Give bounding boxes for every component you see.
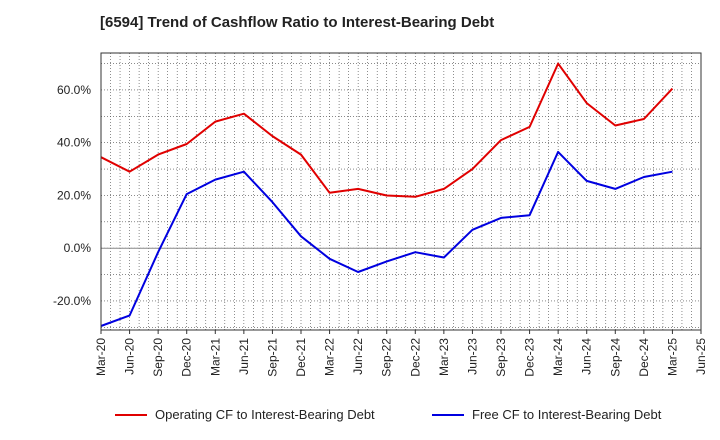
chart-title: [6594] Trend of Cashflow Ratio to Intere… [100,14,495,31]
operating-cf-line [100,62,674,198]
x-tick-label: Mar-25 [665,338,679,376]
y-tick-label: 20.0% [57,188,91,202]
x-tick-label: Jun-24 [580,338,594,375]
legend: Operating CF to Interest-Bearing Debt Fre… [115,407,662,422]
x-tick-label: Sep-24 [608,338,622,377]
legend-operating-cf-label: Operating CF to Interest-Bearing Debt [155,407,375,422]
x-tick-label: Sep-20 [151,338,165,377]
plot-frame [100,52,702,331]
x-tick-label: Mar-23 [437,338,451,376]
x-tick-label: Dec-24 [637,338,651,377]
x-tick-label: Jun-22 [351,338,365,375]
x-tick-label: Sep-23 [494,338,508,377]
y-tick-label: 0.0% [64,241,92,255]
x-tick-label: Sep-21 [265,338,279,377]
series-lines [100,62,674,327]
x-axis-ticks: Mar-20 Jun-20 Sep-20 Dec-20 Mar-21 Jun-21 Sep-… [94,330,708,377]
x-tick-label: Sep-22 [380,338,394,377]
x-tick-label: Jun-21 [237,338,251,375]
x-tick-label: Jun-23 [465,338,479,375]
x-tick-label: Dec-21 [294,338,308,377]
legend-free-cf-label: Free CF to Interest-Bearing Debt [472,407,662,422]
x-tick-label: Dec-22 [408,338,422,377]
y-tick-label: -20.0% [53,294,91,308]
x-tick-label: Dec-23 [523,338,537,377]
x-tick-label: Mar-24 [551,338,565,376]
x-tick-label: Mar-22 [323,338,337,376]
free-cf-line [100,150,673,327]
y-tick-label: 60.0% [57,83,91,97]
x-tick-label: Mar-21 [208,338,222,376]
x-tick-label: Jun-25 [694,338,708,375]
y-axis-ticks: -20.0% 0.0% 20.0% 40.0% 60.0% [53,83,91,308]
x-tick-label: Jun-20 [123,338,137,375]
y-tick-label: 40.0% [57,136,91,150]
x-tick-label: Dec-20 [180,338,194,377]
x-tick-label: Mar-20 [94,338,108,376]
